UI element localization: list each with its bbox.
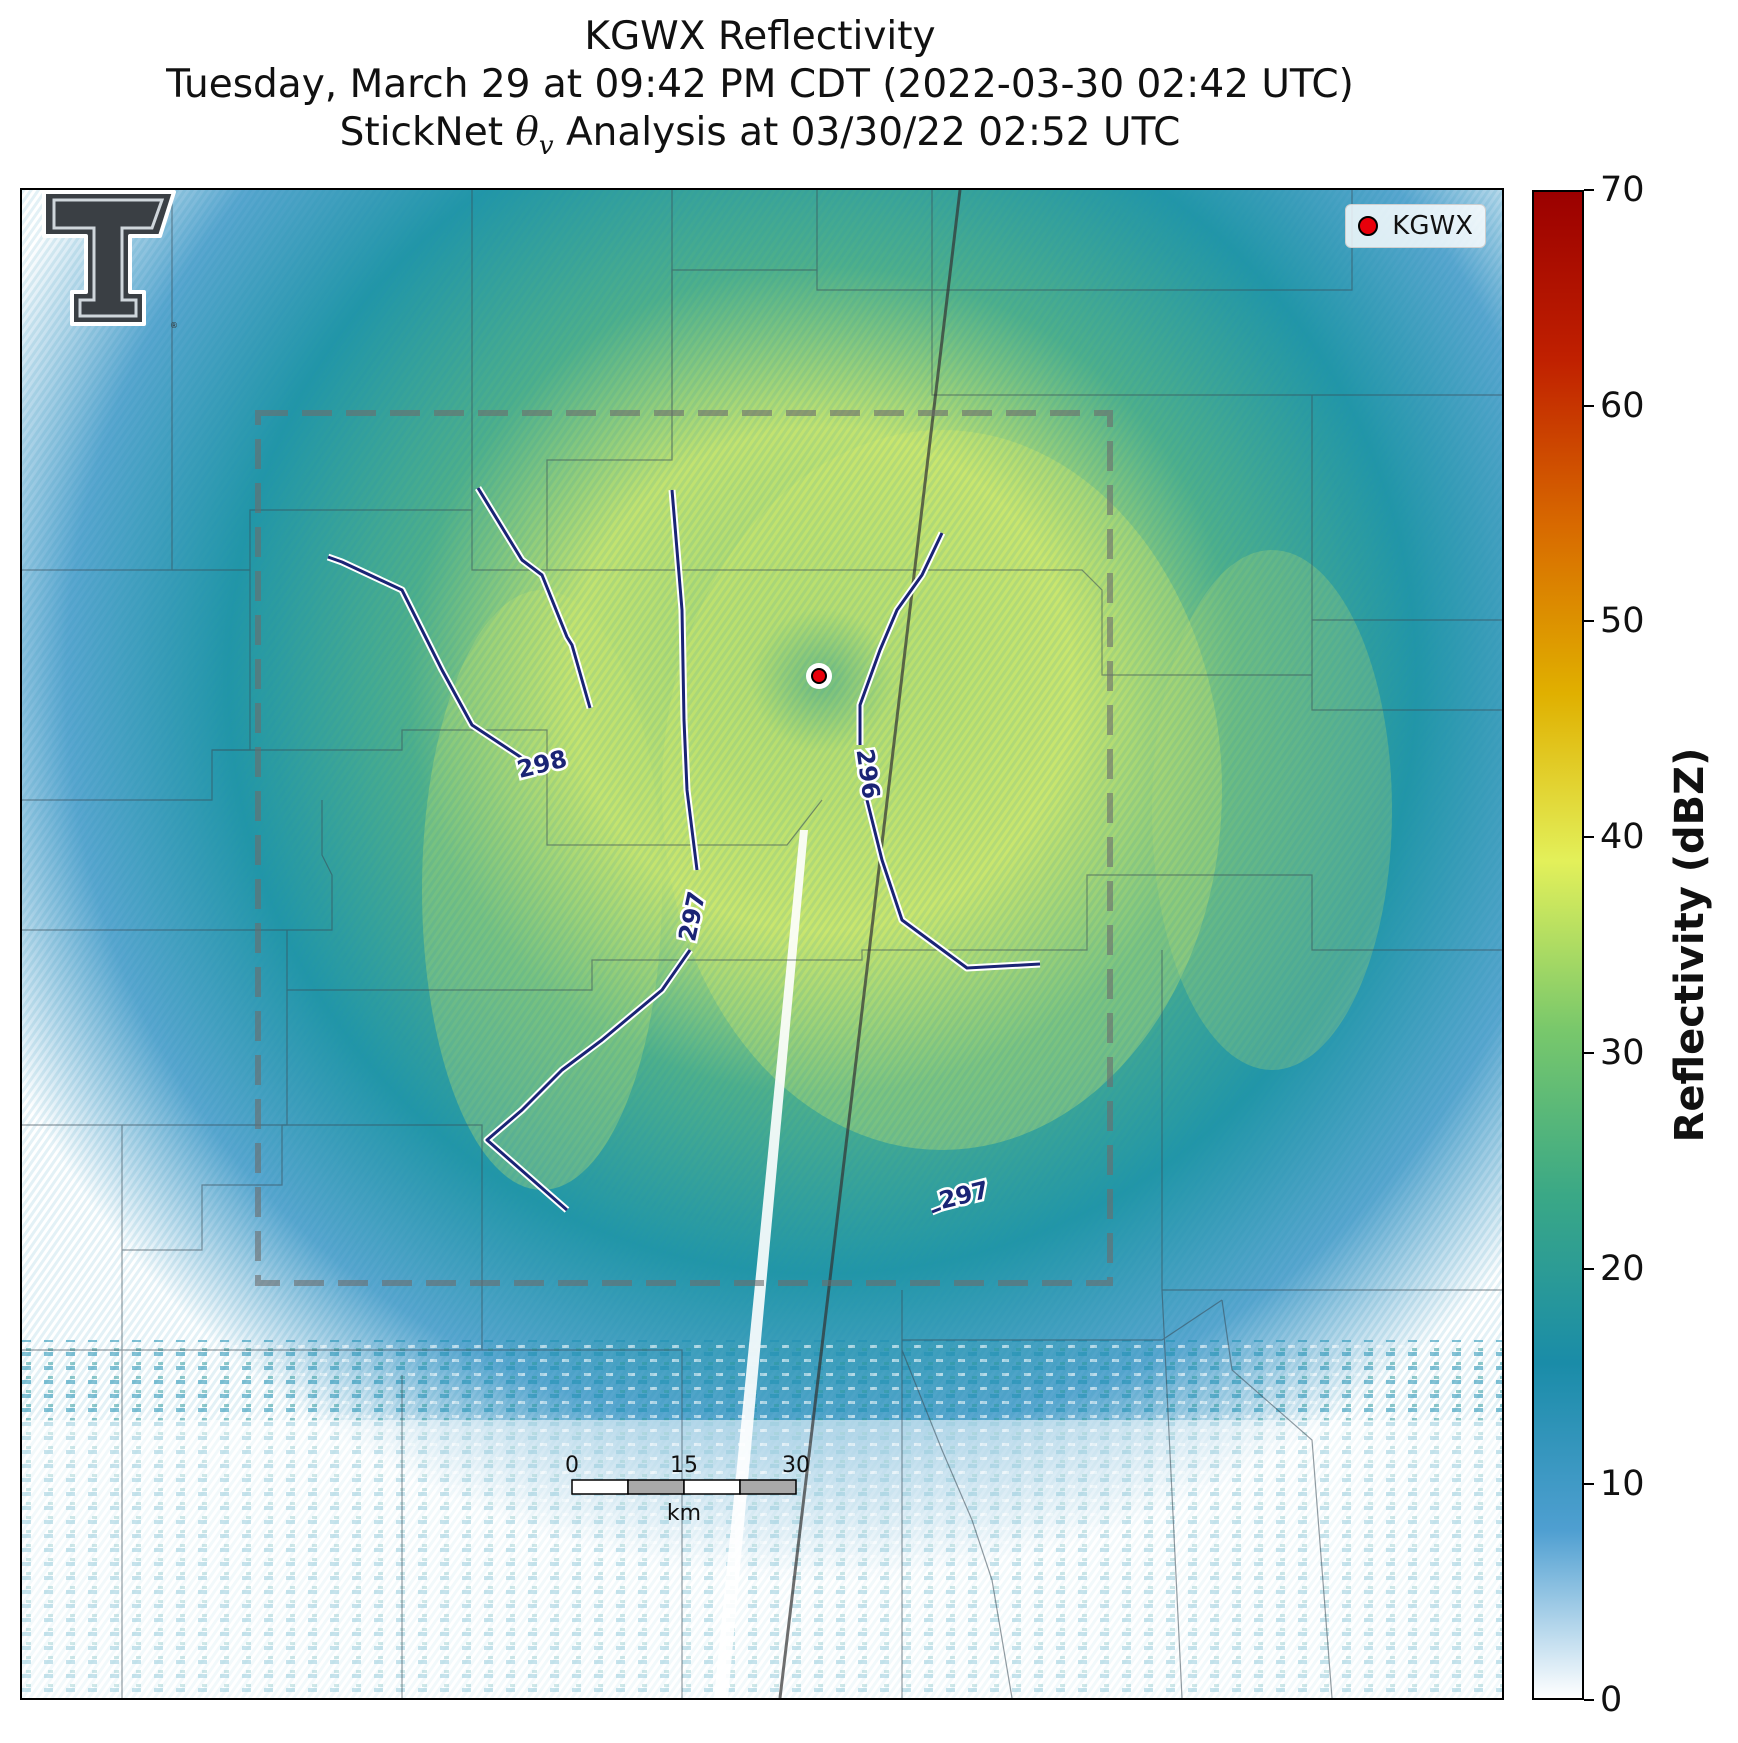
- contour-297-south: [485, 949, 692, 1212]
- colorbar-tick-label: 30: [1600, 1032, 1645, 1073]
- colorbar-tick-mark: [1584, 836, 1594, 839]
- colorbar-tick-mark: [1584, 1699, 1594, 1701]
- title-line-1: KGWX Reflectivity: [584, 14, 936, 59]
- theta-v-contours: [327, 487, 1041, 1214]
- colorbar-tick-label: 40: [1600, 817, 1645, 858]
- title-line-3: StickNet θv Analysis at 03/30/22 02:52 U…: [339, 110, 1181, 161]
- colorbar-tick-label: 10: [1600, 1464, 1645, 1505]
- scale-tick-15: 15: [670, 1453, 698, 1478]
- contour-296-north: [858, 532, 944, 745]
- radar-map[interactable]: 298 297 296 297 ® 0 15 30 km KGWX: [20, 188, 1504, 1700]
- svg-text:®: ®: [170, 321, 178, 330]
- legend-label: KGWX: [1392, 211, 1473, 241]
- colorbar-tick-mark: [1584, 404, 1594, 407]
- colorbar-tick-mark: [1584, 620, 1594, 623]
- highway-line: [778, 190, 962, 1698]
- colorbar-tick-label: 70: [1600, 170, 1645, 210]
- scale-tick-30: 30: [782, 1453, 810, 1478]
- texas-tech-logo: ®: [42, 190, 178, 330]
- contour-297-north: [670, 489, 699, 871]
- contour-298-north: [476, 487, 592, 709]
- title-line-2: Tuesday, March 29 at 09:42 PM CDT (2022-…: [166, 62, 1354, 107]
- radar-map-canvas: 298 297 296 297 ® 0 15 30 km: [22, 190, 1502, 1698]
- analysis-domain-box: [255, 410, 1113, 1286]
- radar-site-marker[interactable]: [811, 668, 827, 684]
- colorbar-tick-mark: [1584, 189, 1594, 191]
- low-echo-region: [22, 1420, 1502, 1698]
- colorbar-tick-mark: [1584, 1483, 1594, 1486]
- scale-bar: 0 15 30 km: [565, 1453, 810, 1526]
- legend-marker: [1358, 216, 1379, 236]
- colorbar-tick-label: 20: [1600, 1248, 1645, 1289]
- colorbar-tick-label: 60: [1600, 385, 1645, 426]
- legend: KGWX: [1345, 204, 1486, 248]
- colorbar-tick-label: 50: [1600, 601, 1645, 642]
- colorbar: [1532, 190, 1584, 1700]
- colorbar-tick-mark: [1584, 1051, 1594, 1054]
- contour-297-southeast: [931, 1204, 948, 1214]
- contour-296-south: [865, 799, 1041, 970]
- colorbar-tick-label: 0: [1600, 1680, 1623, 1720]
- colorbar-label: Reflectivity (dBZ): [1667, 747, 1713, 1143]
- contour-298: [327, 555, 536, 766]
- county-boundaries: [22, 190, 1502, 1698]
- colorbar-tick-mark: [1584, 1267, 1594, 1270]
- scale-unit: km: [667, 1501, 701, 1526]
- scale-tick-0: 0: [565, 1453, 579, 1478]
